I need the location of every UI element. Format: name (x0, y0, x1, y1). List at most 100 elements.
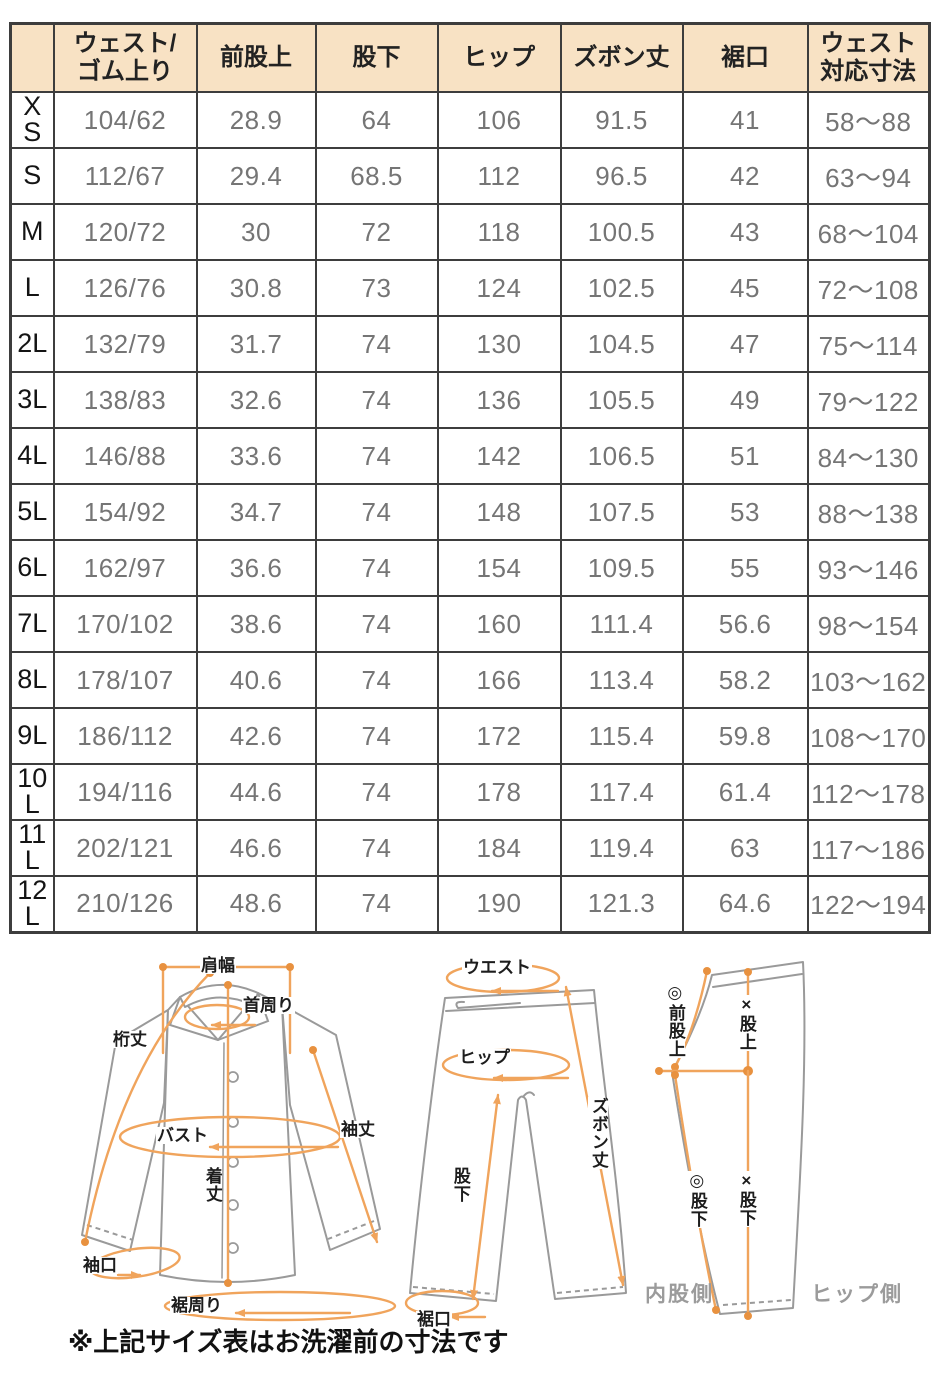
size-label-cell: S (9, 147, 55, 205)
value-cell: 105.5 (559, 371, 684, 429)
value-cell: 74 (314, 707, 439, 765)
shoulder-width-label: 肩幅 (200, 955, 236, 975)
bust-label: バスト (156, 1125, 209, 1145)
size-label-cell: 12L (9, 875, 55, 933)
value-cell: 42.6 (195, 707, 317, 765)
table-row: M 120/72 30 72 118 100.5 43 68～104 (9, 203, 931, 261)
value-cell: 100.5 (559, 203, 684, 261)
column-header: 裾口 (681, 22, 809, 93)
header-row: ウェスト/ ゴム上り 前股上 股下 ヒップ ズボン丈 裾口 ウェスト 対応寸法 (9, 22, 931, 93)
value-cell: 44.6 (195, 763, 317, 821)
body-length-label: 着丈 (202, 1166, 222, 1203)
value-cell: 64 (314, 91, 439, 149)
value-cell: 118 (436, 203, 562, 261)
value-cell: 74 (314, 819, 439, 877)
value-cell: 74 (314, 595, 439, 653)
table-header: ウェスト/ ゴム上り 前股上 股下 ヒップ ズボン丈 裾口 ウェスト 対応寸法 (9, 22, 931, 93)
table-row: 6L 162/97 36.6 74 154 109.5 55 93～146 (9, 539, 931, 597)
shirt-diagram: 肩幅 首周り 桁丈 バスト 袖丈 着丈 袖口 裾周り (60, 945, 400, 1340)
value-cell: 210/126 (52, 875, 198, 933)
value-cell: 75～114 (806, 315, 931, 373)
value-cell: 38.6 (195, 595, 317, 653)
value-cell: 178 (436, 763, 562, 821)
value-cell: 154/92 (52, 483, 198, 541)
value-cell: 64.6 (681, 875, 809, 933)
corner-cell (9, 22, 55, 93)
front-rise-label: ◎前股上 (665, 982, 685, 1058)
hem-opening-label: 裾口 (416, 1309, 452, 1329)
value-cell: 160 (436, 595, 562, 653)
column-header: 股下 (314, 22, 439, 93)
size-label-cell: 7L (9, 595, 55, 653)
inseam-label: 股下 (450, 1166, 470, 1203)
measurement-diagrams: 肩幅 首周り 桁丈 バスト 袖丈 着丈 袖口 裾周り (0, 945, 940, 1360)
value-cell: 184 (436, 819, 562, 877)
value-cell: 48.6 (195, 875, 317, 933)
waist-label: ウエスト (462, 957, 532, 977)
value-cell: 98～154 (806, 595, 931, 653)
value-cell: 74 (314, 539, 439, 597)
column-header: ズボン丈 (559, 22, 684, 93)
value-cell: 146/88 (52, 427, 198, 485)
hip-label: ヒップ (458, 1047, 511, 1067)
value-cell: 178/107 (52, 651, 198, 709)
value-cell: 72 (314, 203, 439, 261)
value-cell: 124 (436, 259, 562, 317)
pants-front-drawing (404, 962, 627, 1321)
yuki-length-label: 桁丈 (112, 1029, 148, 1049)
size-chart-table: ウェスト/ ゴム上り 前股上 股下 ヒップ ズボン丈 裾口 ウェスト 対応寸法 XS 104/… (9, 22, 931, 934)
value-cell: 170/102 (52, 595, 198, 653)
value-cell: 202/121 (52, 819, 198, 877)
value-cell: 172 (436, 707, 562, 765)
size-label-cell: 3L (9, 371, 55, 429)
value-cell: 74 (314, 763, 439, 821)
value-cell: 112 (436, 147, 562, 205)
table-row: 8L 178/107 40.6 74 166 113.4 58.2 103～162 (9, 651, 931, 709)
value-cell: 79～122 (806, 371, 931, 429)
table-row: XS 104/62 28.9 64 106 91.5 41 58～88 (9, 91, 931, 149)
size-label-cell: L (9, 259, 55, 317)
value-cell: 194/116 (52, 763, 198, 821)
value-cell: 72～108 (806, 259, 931, 317)
value-cell: 58～88 (806, 91, 931, 149)
value-cell: 30.8 (195, 259, 317, 317)
value-cell: 63～94 (806, 147, 931, 205)
value-cell: 112/67 (52, 147, 198, 205)
pants-length-label: ズボン丈 (588, 1096, 608, 1169)
neck-around-label: 首周り (242, 995, 295, 1015)
table-row: 4L 146/88 33.6 74 142 106.5 51 84～130 (9, 427, 931, 485)
hem-around-label: 裾周り (170, 1295, 223, 1315)
table-row: 3L 138/83 32.6 74 136 105.5 49 79～122 (9, 371, 931, 429)
value-cell: 74 (314, 651, 439, 709)
table-row: 7L 170/102 38.6 74 160 111.4 56.6 98～154 (9, 595, 931, 653)
table-row: L 126/76 30.8 73 124 102.5 45 72～108 (9, 259, 931, 317)
size-label-cell: 2L (9, 315, 55, 373)
value-cell: 136 (436, 371, 562, 429)
value-cell: 32.6 (195, 371, 317, 429)
value-cell: 93～146 (806, 539, 931, 597)
value-cell: 40.6 (195, 651, 317, 709)
value-cell: 53 (681, 483, 809, 541)
table-row: 10L 194/116 44.6 74 178 117.4 61.4 112～178 (9, 763, 931, 821)
table-row: 5L 154/92 34.7 74 148 107.5 53 88～138 (9, 483, 931, 541)
value-cell: 31.7 (195, 315, 317, 373)
value-cell: 132/79 (52, 315, 198, 373)
value-cell: 68.5 (314, 147, 439, 205)
value-cell: 120/72 (52, 203, 198, 261)
value-cell: 28.9 (195, 91, 317, 149)
column-header: ヒップ (436, 22, 562, 93)
value-cell: 119.4 (559, 819, 684, 877)
value-cell: 51 (681, 427, 809, 485)
value-cell: 115.4 (559, 707, 684, 765)
value-cell: 36.6 (195, 539, 317, 597)
size-label-cell: M (9, 203, 55, 261)
value-cell: 84～130 (806, 427, 931, 485)
value-cell: 106 (436, 91, 562, 149)
value-cell: 33.6 (195, 427, 317, 485)
inner-side-label: 内股側 (645, 1282, 714, 1306)
value-cell: 56.6 (681, 595, 809, 653)
pants-front-diagram: ウエスト ヒップ ズボン丈 股下 裾口 (390, 945, 650, 1340)
table-row: 12L 210/126 48.6 74 190 121.3 64.6 122～194 (9, 875, 931, 933)
sleeve-length-label: 袖丈 (340, 1119, 376, 1139)
value-cell: 49 (681, 371, 809, 429)
